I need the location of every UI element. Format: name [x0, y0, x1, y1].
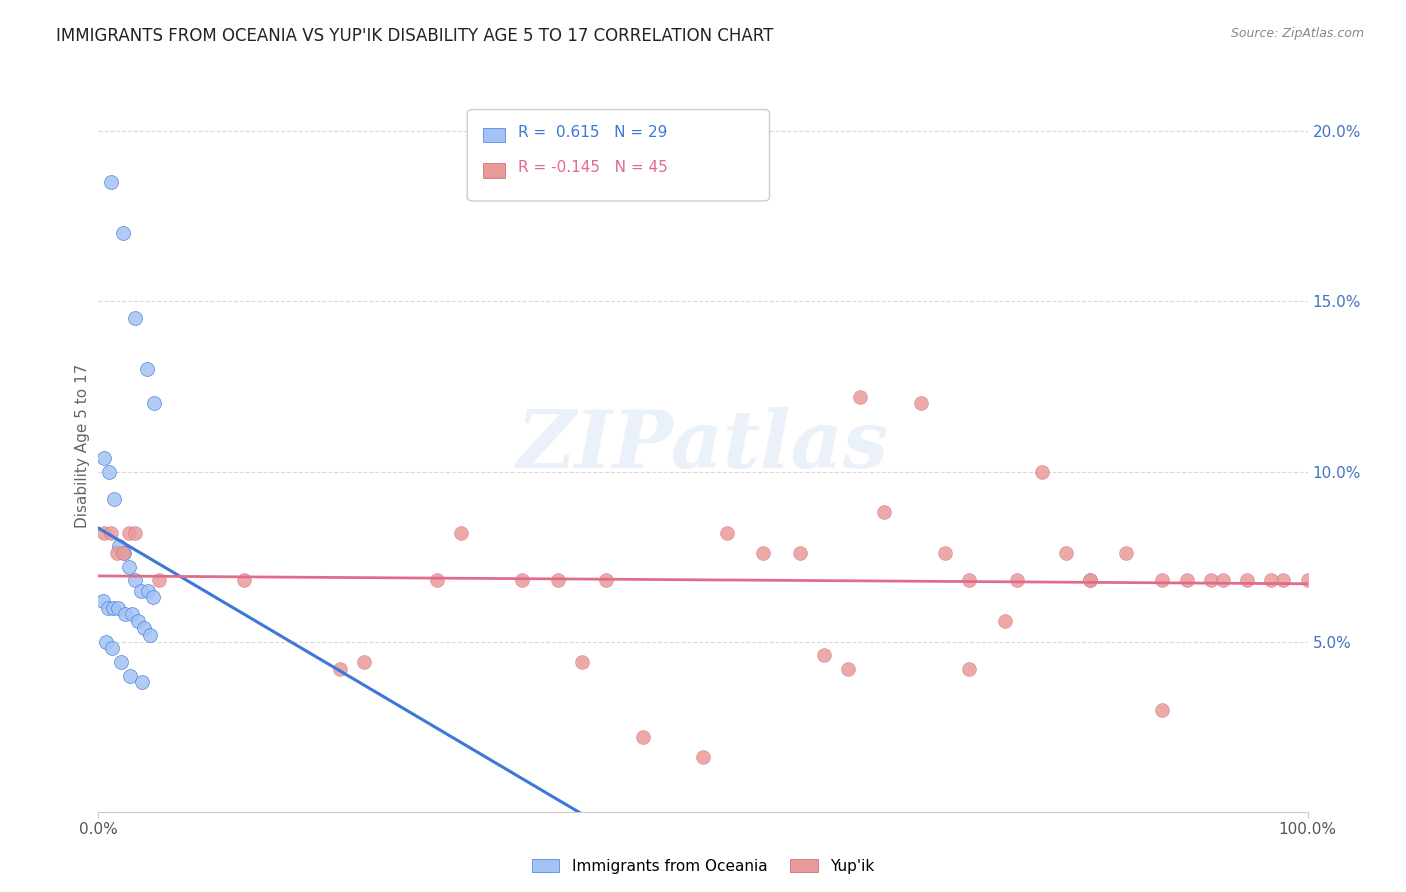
- Point: [1175, 574, 1198, 588]
- Point: [1152, 574, 1174, 588]
- Text: Source: ZipAtlas.com: Source: ZipAtlas.com: [1230, 27, 1364, 40]
- Point: [143, 396, 166, 410]
- Point: [1078, 574, 1101, 588]
- Point: [91, 594, 114, 608]
- Point: [124, 525, 146, 540]
- Point: [111, 227, 134, 241]
- Point: [100, 525, 122, 540]
- Point: [329, 662, 352, 676]
- Point: [1007, 574, 1029, 588]
- Point: [139, 628, 162, 642]
- FancyBboxPatch shape: [482, 128, 505, 143]
- Point: [1054, 546, 1077, 560]
- Point: [571, 655, 593, 669]
- Point: [93, 525, 115, 540]
- Point: [716, 525, 738, 540]
- Point: [837, 662, 859, 676]
- Point: [142, 591, 165, 605]
- Point: [98, 465, 121, 479]
- Point: [134, 621, 156, 635]
- Point: [1031, 465, 1053, 479]
- Point: [118, 559, 141, 574]
- Point: [994, 614, 1017, 628]
- Point: [121, 607, 143, 622]
- FancyBboxPatch shape: [467, 110, 769, 201]
- Y-axis label: Disability Age 5 to 17: Disability Age 5 to 17: [75, 364, 90, 528]
- Point: [1272, 574, 1295, 588]
- Point: [112, 546, 135, 560]
- Point: [692, 750, 714, 764]
- Text: R = -0.145   N = 45: R = -0.145 N = 45: [517, 160, 668, 175]
- Legend: Immigrants from Oceania, Yup'ik: Immigrants from Oceania, Yup'ik: [526, 853, 880, 880]
- Point: [450, 525, 472, 540]
- Point: [94, 634, 117, 648]
- Point: [789, 546, 811, 560]
- Point: [547, 574, 569, 588]
- Point: [114, 607, 136, 622]
- Point: [110, 655, 132, 669]
- Point: [118, 525, 141, 540]
- Point: [957, 662, 980, 676]
- Point: [595, 574, 617, 588]
- Point: [103, 491, 125, 506]
- Point: [93, 450, 115, 465]
- Point: [124, 574, 146, 588]
- Point: [1152, 703, 1174, 717]
- Point: [129, 583, 152, 598]
- Point: [100, 175, 122, 189]
- Point: [813, 648, 835, 663]
- Point: [136, 583, 159, 598]
- Point: [752, 546, 775, 560]
- Point: [873, 505, 896, 519]
- Point: [97, 600, 120, 615]
- Point: [934, 546, 956, 560]
- Point: [1236, 574, 1258, 588]
- Point: [100, 641, 122, 656]
- Point: [631, 730, 654, 744]
- Point: [101, 600, 124, 615]
- Point: [1296, 574, 1319, 588]
- Point: [957, 574, 980, 588]
- Point: [107, 600, 129, 615]
- Point: [127, 614, 149, 628]
- Point: [1115, 546, 1137, 560]
- Point: [1260, 574, 1282, 588]
- Point: [131, 675, 153, 690]
- Point: [426, 574, 449, 588]
- Point: [105, 546, 128, 560]
- Point: [111, 546, 134, 560]
- Point: [910, 396, 932, 410]
- Point: [108, 540, 131, 554]
- Text: R =  0.615   N = 29: R = 0.615 N = 29: [517, 125, 668, 140]
- Point: [353, 655, 375, 669]
- Text: ZIPatlas: ZIPatlas: [517, 408, 889, 484]
- Point: [135, 362, 157, 376]
- Point: [1199, 574, 1222, 588]
- Point: [1212, 574, 1234, 588]
- Point: [124, 311, 146, 326]
- Point: [510, 574, 533, 588]
- Point: [1078, 574, 1101, 588]
- Text: IMMIGRANTS FROM OCEANIA VS YUP'IK DISABILITY AGE 5 TO 17 CORRELATION CHART: IMMIGRANTS FROM OCEANIA VS YUP'IK DISABI…: [56, 27, 773, 45]
- Point: [118, 668, 141, 682]
- Point: [849, 390, 872, 404]
- Point: [148, 574, 170, 588]
- Point: [232, 574, 254, 588]
- FancyBboxPatch shape: [482, 163, 505, 178]
